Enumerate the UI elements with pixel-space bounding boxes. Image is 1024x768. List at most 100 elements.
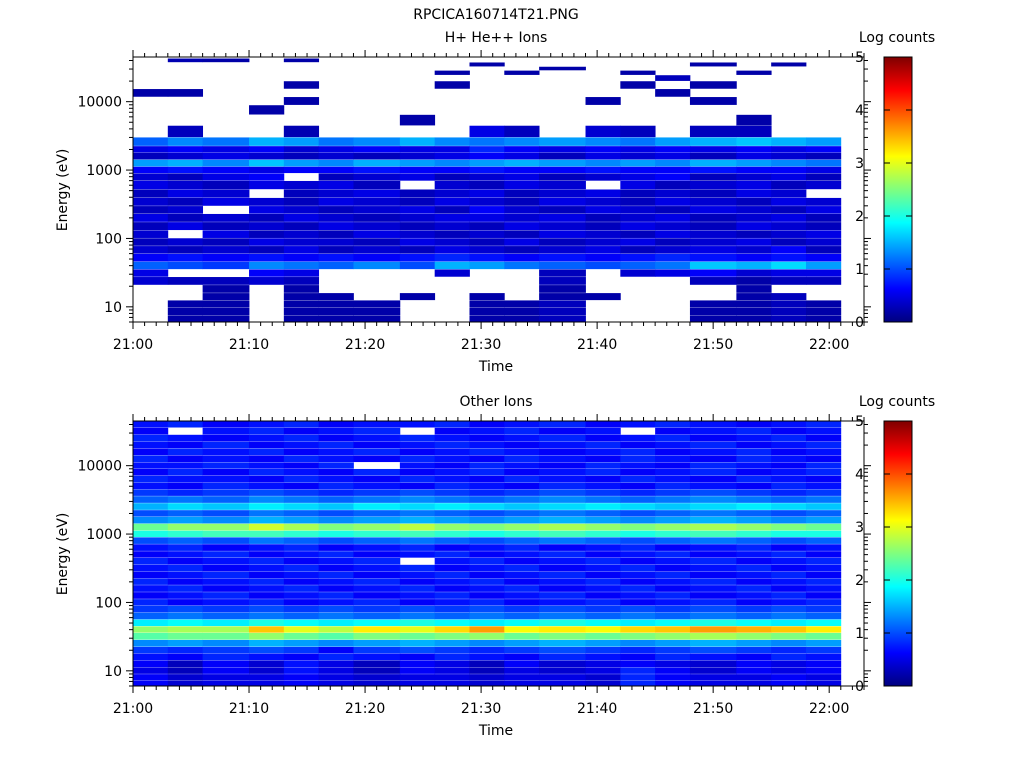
heatmap-cell [771,646,807,654]
heatmap-cell [249,448,285,456]
heatmap-cell [353,605,401,613]
heatmap-cell [399,462,436,469]
heatmap-cell [539,462,586,469]
heatmap-cell [736,482,772,490]
heatmap-cell [620,180,656,190]
heatmap-cell [539,516,586,524]
heatmap-cell [469,660,505,668]
heatmap-cell [504,571,540,579]
heatmap-cell [399,146,436,153]
heatmap-cell [167,592,204,599]
heatmap-cell [585,189,621,198]
heatmap-cell [771,475,807,483]
heatmap-cell [771,269,807,277]
heatmap-cell [620,592,656,599]
heatmap-cell [689,300,737,308]
heatmap-cell [585,482,621,490]
y-axis-label: Energy (eV) [55,149,71,232]
heatmap-cell [318,585,354,592]
heatmap-cell [167,516,204,524]
heatmap-cell [434,571,470,579]
heatmap-cell [585,253,621,262]
heatmap-cell [469,462,505,469]
heatmap-cell [249,421,285,428]
heatmap-cell [504,653,540,661]
heatmap-cell [504,246,540,254]
heatmap-cell [469,222,505,231]
heatmap-cell [805,660,842,668]
heatmap-cell [249,468,285,476]
heatmap-cell [771,592,807,599]
heatmap-cell [736,530,772,538]
heatmap-cell [202,159,250,167]
heatmap-cell [133,230,169,238]
heatmap-cell [620,523,656,531]
heatmap-cell [202,564,250,572]
heatmap-cell [469,523,505,531]
heatmap-cell [539,632,586,640]
heatmap-cell [202,315,250,322]
heatmap-cell [469,293,505,301]
heatmap-cell [689,421,737,428]
heatmap-cell [620,246,656,254]
heatmap-cell [469,468,505,476]
heatmap-cell [620,468,656,476]
heatmap-cell [318,551,354,558]
heatmap-cell [655,197,691,206]
heatmap-cell [202,489,250,496]
x-tick-label: 21:10 [229,337,269,353]
heatmap-cell [469,159,505,167]
heatmap-cell [249,105,285,115]
heatmap-cell [689,578,737,585]
heatmap-cell [133,639,169,647]
heatmap-cell [434,152,470,160]
heatmap-cell [620,455,656,463]
heatmap-cell [469,605,505,613]
heatmap-cell [283,269,320,277]
heatmap-cell [736,489,772,496]
heatmap-cell [249,612,285,620]
heatmap-cell [539,626,586,633]
heatmap-cell [399,173,436,181]
heatmap-cell [736,173,772,181]
heatmap-cell [167,646,204,654]
heatmap-cell [318,230,354,238]
heatmap-cell [167,189,204,198]
heatmap-cell [655,462,691,469]
heatmap-cell [655,523,691,531]
heatmap-cell [585,516,621,524]
heatmap-cell [736,605,772,613]
heatmap-cell [585,632,621,640]
heatmap-cell [771,523,807,531]
heatmap-cell [249,530,285,538]
heatmap-cell [434,427,470,435]
heatmap-cell [655,619,691,627]
colorbar-tick-label: 0 [855,315,864,331]
heatmap-cell [620,639,656,647]
heatmap-cell [167,253,204,262]
heatmap-cell [504,173,540,181]
heatmap-cell [399,516,436,524]
heatmap-cell [434,516,470,524]
x-tick-label: 21:00 [113,701,153,717]
y-tick-label: 10000 [77,459,122,475]
heatmap-cell [434,510,470,517]
heatmap-cell [202,246,250,254]
heatmap-cell [202,441,250,449]
heatmap-cell [167,503,204,510]
heatmap-cell [771,639,807,647]
heatmap-cell [434,206,470,214]
heatmap-cell [585,159,621,167]
heatmap-cell [283,605,320,613]
heatmap-cell [167,544,204,551]
heatmap-cell [539,421,586,428]
heatmap-cell [585,599,621,606]
heatmap-cell [620,653,656,661]
heatmap-cell [469,482,505,490]
heatmap-cell [771,681,807,686]
heatmap-cell [539,146,586,153]
heatmap-cell [167,238,204,246]
heatmap-cell [504,516,540,524]
heatmap-cell [689,159,737,167]
heatmap-cell [469,427,505,435]
